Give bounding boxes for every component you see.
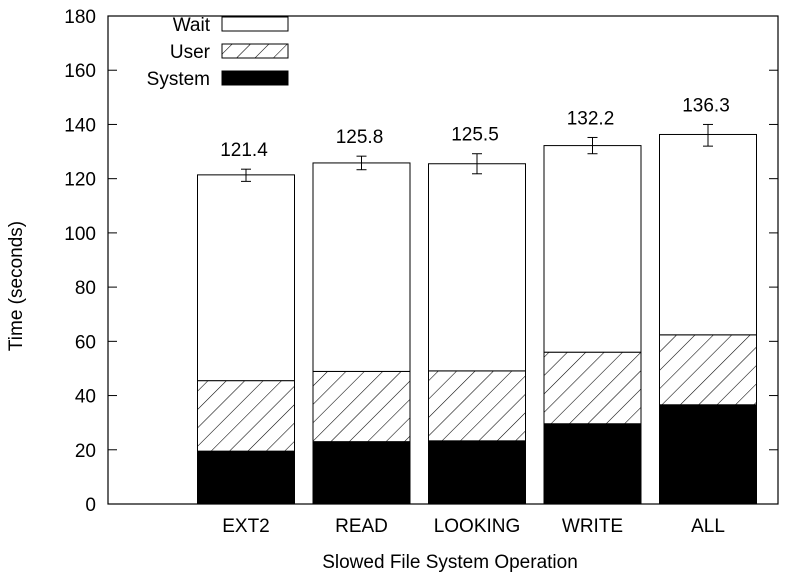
bar-segment-wait-all [659, 133, 757, 336]
bar-segment-system-write [543, 423, 642, 505]
x-tick-label-all: ALL [691, 516, 725, 537]
data-label-total-ext2: 121.4 [220, 140, 268, 161]
bar-segment-system-looking [428, 440, 526, 505]
bar-segment-user-ext2 [197, 380, 295, 452]
y-tick-label-80: 80 [75, 278, 96, 299]
x-tick-label-ext2: EXT2 [222, 516, 270, 537]
y-tick-label-20: 20 [75, 441, 96, 462]
legend-label-wait: Wait [173, 15, 211, 36]
data-label-total-all: 136.3 [682, 95, 730, 116]
x-tick-label-write: WRITE [562, 516, 623, 537]
data-label-total-write: 132.2 [567, 108, 615, 129]
y-tick-label-180: 180 [64, 7, 96, 28]
data-label-total-read: 125.8 [336, 127, 384, 148]
y-axis-title: Time (seconds) [6, 221, 27, 351]
bar-segment-wait-ext2 [197, 174, 295, 382]
y-tick-label-100: 100 [64, 224, 96, 245]
bar-segment-wait-looking [428, 163, 526, 372]
y-tick-label-40: 40 [75, 387, 96, 408]
bar-segment-user-all [659, 334, 757, 406]
legend-swatch-system [221, 70, 289, 86]
axes-layer: EXT2 READ LOOKING WRITE ALL 0 20 40 60 80 100 120 14… [64, 7, 779, 537]
legend-swatch-user [221, 43, 289, 59]
bar-segment-user-read [312, 370, 411, 443]
bar-segment-system-read [312, 441, 411, 505]
y-tick-label-140: 140 [64, 115, 96, 136]
bar-segment-system-all [659, 404, 757, 505]
bar-segment-wait-read [312, 162, 411, 372]
x-axis-title: Slowed File System Operation [322, 552, 578, 573]
y-tick-label-120: 120 [64, 170, 96, 191]
y-tick-label-0: 0 [85, 495, 96, 516]
y-tick-label-160: 160 [64, 61, 96, 82]
y-tick-label-60: 60 [75, 332, 96, 353]
bars-layer: 121.4 125.8 125.5 132.2 136.3 [197, 95, 757, 505]
x-tick-label-looking: LOOKING [434, 516, 521, 537]
legend: Wait User System [147, 15, 289, 90]
plot-frame [107, 15, 779, 505]
bar-segment-user-write [543, 351, 642, 425]
legend-swatch-wait [221, 16, 289, 32]
x-tick-label-read: READ [335, 516, 388, 537]
legend-label-system: System [147, 69, 210, 90]
legend-label-user: User [170, 42, 211, 63]
bar-segment-wait-write [543, 145, 642, 353]
data-label-total-looking: 125.5 [451, 125, 499, 146]
bar-segment-user-looking [428, 370, 526, 442]
